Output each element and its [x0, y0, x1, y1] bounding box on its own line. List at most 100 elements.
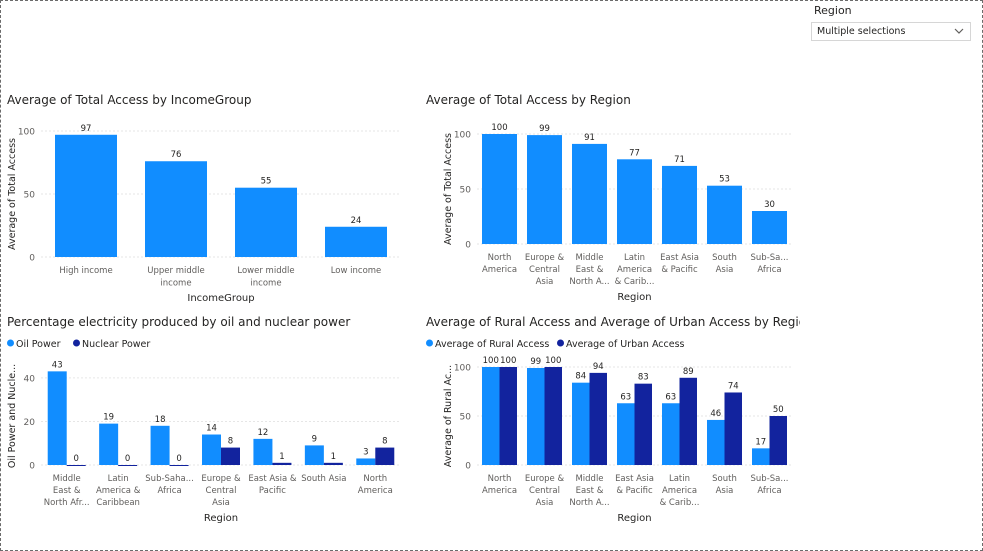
x-tick-label: Middle: [575, 253, 603, 263]
y-tick-label: 100: [454, 131, 471, 141]
x-tick-label: income: [160, 279, 191, 289]
data-label: 3: [363, 447, 368, 457]
x-tick-label: Asia: [536, 498, 554, 508]
bar: [145, 161, 207, 257]
data-label: 1: [279, 452, 284, 462]
x-tick-label: Lower middle: [237, 266, 294, 276]
y-tick-label: 0: [29, 462, 35, 472]
x-tick-label: Africa: [757, 265, 781, 275]
x-tick-label: South Asia: [301, 474, 346, 484]
x-tick-label: & Pacific: [661, 265, 698, 275]
x-tick-label: Pacific: [259, 486, 286, 496]
data-label: 43: [52, 360, 63, 370]
bar: [99, 423, 119, 465]
bar: [527, 367, 545, 465]
data-label: 76: [171, 150, 182, 160]
y-tick-label: 50: [460, 413, 472, 423]
bar: [589, 372, 607, 465]
data-label: 84: [575, 372, 586, 382]
x-tick-label: Low income: [331, 266, 382, 276]
x-tick-label: East Asia: [660, 253, 699, 263]
bar: [617, 159, 652, 244]
bar: [375, 447, 395, 465]
x-tick-label: Sub-Saha...: [145, 474, 194, 484]
chart-total-access-by-region[interactable]: Average of Total Access by Region050100A…: [420, 87, 800, 305]
data-label: 74: [728, 381, 739, 391]
legend-marker: [73, 339, 80, 347]
x-axis-label: Region: [617, 513, 651, 524]
data-label: 77: [629, 148, 640, 158]
x-tick-label: High income: [59, 266, 112, 276]
x-axis-label: IncomeGroup: [187, 293, 254, 304]
chart-title: Average of Total Access by Region: [426, 93, 631, 107]
x-tick-label: Sub-Sa...: [751, 253, 789, 263]
chart-title: Average of Total Access by IncomeGroup: [7, 93, 251, 107]
bar: [662, 403, 680, 465]
bar: [707, 185, 742, 244]
bar: [707, 419, 725, 465]
x-tick-label: Central: [529, 486, 560, 496]
bar: [724, 392, 742, 465]
y-tick-label: 0: [29, 254, 35, 264]
x-tick-label: income: [250, 279, 281, 289]
x-tick-label: Europe &: [201, 474, 241, 484]
data-label: 0: [74, 454, 79, 464]
x-tick-label: Latin: [108, 474, 129, 484]
y-tick-label: 0: [465, 462, 471, 472]
data-label: 71: [674, 155, 685, 165]
data-label: 83: [638, 373, 649, 383]
bar: [499, 367, 517, 465]
legend-marker: [426, 339, 433, 347]
data-label: 53: [719, 175, 730, 185]
data-label: 99: [539, 124, 550, 134]
y-axis-label: Average of Total Access: [7, 138, 18, 250]
x-tick-label: North: [488, 253, 512, 263]
y-tick-label: 50: [24, 191, 36, 201]
bar: [634, 383, 652, 465]
bar: [325, 226, 387, 257]
x-tick-label: America: [662, 486, 697, 496]
x-tick-label: Sub-Sa...: [751, 474, 789, 484]
data-label: 91: [584, 133, 595, 143]
data-label: 63: [620, 392, 631, 402]
y-axis-label: Average of Rural Ac...: [443, 365, 454, 467]
chart-total-access-by-incomegroup[interactable]: Average of Total Access by IncomeGroup 0 5…: [1, 87, 411, 305]
region-slicer-dropdown[interactable]: Multiple selections: [811, 22, 971, 41]
bar: [221, 447, 240, 465]
x-tick-label: & Carib...: [615, 277, 655, 287]
y-tick-label: 100: [18, 128, 35, 138]
x-tick-label: Central: [206, 486, 237, 496]
data-label: 100: [545, 356, 561, 366]
x-tick-label: Caribbean: [96, 498, 140, 508]
x-tick-label: Latin: [669, 474, 690, 484]
bar: [527, 135, 562, 244]
x-tick-label: East Asia: [615, 474, 654, 484]
data-label: 14: [206, 424, 217, 434]
x-tick-label: Asia: [716, 265, 734, 275]
x-tick-label: East &: [53, 486, 81, 496]
data-label: 46: [710, 409, 721, 419]
bar: [150, 425, 170, 465]
bar: [356, 458, 376, 465]
chart-rural-urban-access[interactable]: Average of Rural Access and Average of U…: [420, 309, 800, 524]
bar: [482, 134, 517, 244]
y-tick-label: 0: [465, 241, 471, 251]
bar: [55, 134, 117, 257]
y-tick-label: 40: [24, 374, 36, 384]
bar: [617, 403, 635, 465]
bar: [235, 187, 297, 257]
data-label: 18: [155, 415, 166, 425]
bar: [662, 165, 697, 244]
x-tick-label: Africa: [757, 486, 781, 496]
bar: [272, 462, 292, 465]
region-slicer-value: Multiple selections: [817, 26, 906, 37]
x-tick-label: Europe &: [525, 253, 565, 263]
bar: [572, 143, 607, 244]
bar: [752, 211, 787, 244]
chart-oil-nuclear-power[interactable]: Percentage electricity produced by oil a…: [1, 309, 411, 524]
bar: [323, 462, 343, 465]
bar: [304, 445, 324, 465]
x-tick-label: North Afr...: [44, 498, 90, 508]
data-label: 94: [593, 362, 604, 372]
